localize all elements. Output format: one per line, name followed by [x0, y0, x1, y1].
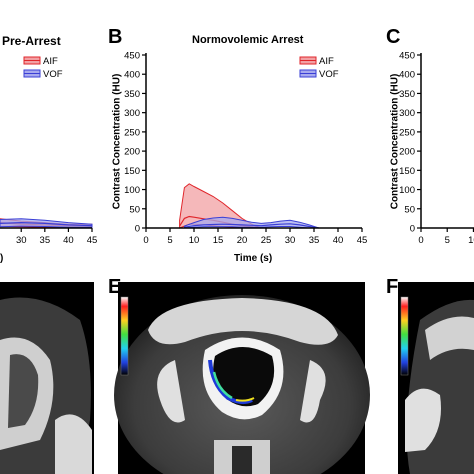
y-tick-label-panel-c-100: 100 [399, 185, 415, 196]
x-tick-label-normovolemic-arrest-5: 5 [167, 235, 172, 246]
x-axis-label-left-partial: ) [0, 253, 4, 264]
vof-legend-label-pre-arrest: VOF [43, 69, 63, 80]
x-axis-label-b: Time (s) [234, 253, 273, 264]
chart-panel-c: 0 50 100 150 200 250 300 350 400 450 0 5 10 [399, 51, 474, 246]
chart-normovolemic-arrest: 0 50 100 150 200 250 300 350 400 450 0 5 10 15 20 25 30 3… [124, 51, 367, 247]
x-tick-label-pre-arrest-40: 40 [63, 235, 74, 246]
panel-letter-f: F [386, 276, 399, 298]
y-tick-label-panel-c-200: 200 [399, 147, 415, 158]
panel-letter-c: C [386, 26, 401, 48]
y-tick-label-normovolemic-arrest-150: 150 [124, 166, 140, 177]
x-tick-label-panel-c-0: 0 [418, 235, 423, 246]
normovolemic-arrest-title: Normovolemic Arrest [192, 34, 304, 46]
y-tick-label-normovolemic-arrest-0: 0 [135, 224, 140, 235]
aif-legend-label-pre-arrest: AIF [43, 56, 58, 67]
vof-legend-label-normovolemic-arrest: VOF [319, 69, 339, 80]
y-tick-label-panel-c-350: 350 [399, 89, 415, 100]
x-tick-label-pre-arrest-45: 45 [87, 235, 98, 246]
x-tick-label-pre-arrest-35: 35 [40, 235, 51, 246]
y-tick-label-normovolemic-arrest-200: 200 [124, 147, 140, 158]
x-tick-label-normovolemic-arrest-35: 35 [309, 235, 320, 246]
y-tick-label-normovolemic-arrest-300: 300 [124, 108, 140, 119]
x-tick-label-normovolemic-arrest-15: 15 [213, 235, 224, 246]
y-tick-label-normovolemic-arrest-250: 250 [124, 127, 140, 138]
x-tick-label-normovolemic-arrest-10: 10 [189, 235, 200, 246]
chart-pre-arrest: 30 35 40 45 AIF VOF [0, 56, 97, 246]
panel-letter-b: B [108, 26, 123, 48]
x-tick-label-panel-c-5: 5 [445, 235, 450, 246]
aif-legend-label-normovolemic-arrest: AIF [319, 56, 334, 67]
vof-mean-line-pre-arrest [0, 221, 93, 227]
x-tick-label-normovolemic-arrest-45: 45 [357, 235, 368, 246]
y-tick-label-panel-c-450: 450 [399, 51, 415, 62]
x-tick-label-panel-c-10: 10 [468, 235, 474, 246]
x-tick-label-normovolemic-arrest-40: 40 [333, 235, 344, 246]
y-tick-label-panel-c-300: 300 [399, 108, 415, 119]
y-tick-label-normovolemic-arrest-50: 50 [129, 204, 140, 215]
x-tick-label-normovolemic-arrest-20: 20 [237, 235, 248, 246]
y-tick-label-normovolemic-arrest-450: 450 [124, 51, 140, 62]
y-tick-label-normovolemic-arrest-400: 400 [124, 70, 140, 81]
x-tick-label-normovolemic-arrest-30: 30 [285, 235, 296, 246]
y-tick-label-panel-c-0: 0 [410, 224, 415, 235]
pre-arrest-title: Pre-Arrest [2, 34, 61, 48]
y-tick-label-normovolemic-arrest-100: 100 [124, 185, 140, 196]
y-tick-label-panel-c-50: 50 [404, 204, 415, 215]
vof-mean-line-normovolemic-arrest [184, 223, 319, 229]
y-tick-label-panel-c-150: 150 [399, 166, 415, 177]
x-tick-label-normovolemic-arrest-0: 0 [143, 235, 148, 246]
x-tick-label-pre-arrest-30: 30 [16, 235, 27, 246]
y-tick-label-panel-c-400: 400 [399, 70, 415, 81]
y-tick-label-panel-c-250: 250 [399, 127, 415, 138]
y-tick-label-normovolemic-arrest-350: 350 [124, 89, 140, 100]
x-tick-label-normovolemic-arrest-25: 25 [261, 235, 272, 246]
